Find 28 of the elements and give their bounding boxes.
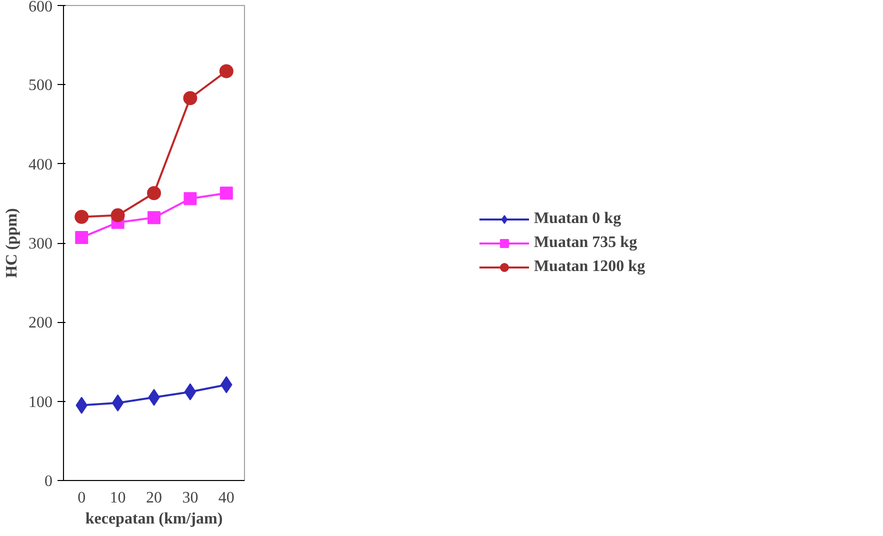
x-tick-label: 10 — [110, 490, 126, 506]
point — [220, 186, 233, 200]
x-axis-title: kecepatan (km/jam) — [85, 510, 223, 528]
x-tick-label: 30 — [182, 490, 198, 506]
point — [147, 186, 161, 200]
point — [112, 394, 124, 412]
point — [75, 230, 88, 244]
point — [184, 192, 197, 206]
point — [110, 208, 125, 222]
x-tick-label: 40 — [218, 490, 234, 506]
x-tick-label: 20 — [146, 490, 162, 506]
point — [183, 91, 198, 106]
y-axis-title: HC (ppm) — [4, 208, 20, 278]
y-tick-label: 0 — [44, 473, 52, 490]
x-tick-label: 0 — [78, 490, 86, 506]
y-tick-label: 600 — [28, 0, 52, 16]
y-tick-label: 200 — [28, 314, 52, 332]
point — [184, 383, 196, 400]
point — [74, 210, 89, 224]
legend-label: Muatan 0 kg — [534, 210, 622, 228]
y-tick-label: 400 — [28, 156, 52, 174]
y-tick-label: 100 — [28, 394, 52, 411]
point — [148, 211, 160, 224]
legend-label: Muatan 735 kg — [534, 234, 638, 252]
point — [219, 64, 234, 78]
legend-label: Muatan 1200 kg — [534, 258, 646, 276]
y-tick-label: 500 — [28, 77, 52, 94]
y-tick-label: 300 — [28, 236, 52, 252]
